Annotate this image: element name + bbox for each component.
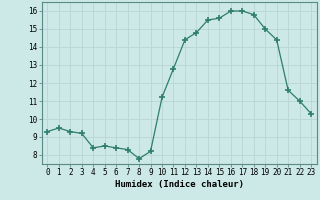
X-axis label: Humidex (Indice chaleur): Humidex (Indice chaleur) (115, 180, 244, 189)
